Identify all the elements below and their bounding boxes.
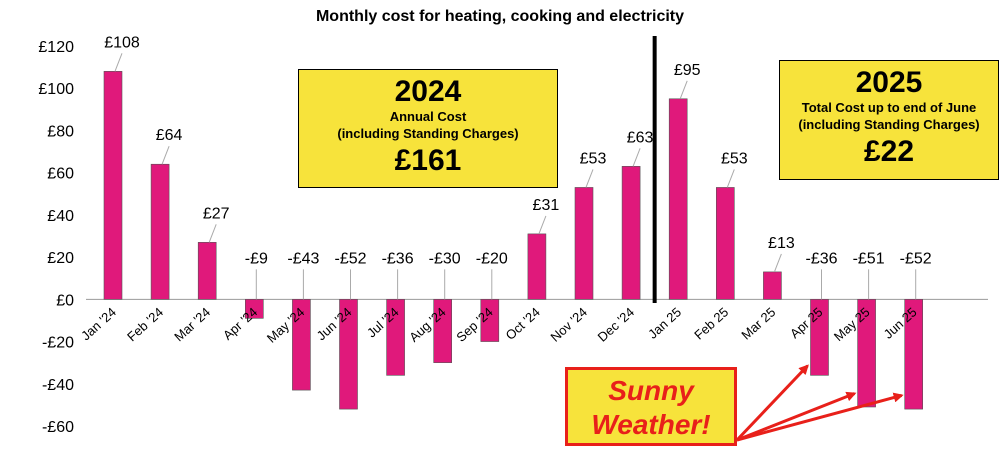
value-label: -£20: [476, 250, 508, 267]
value-label: -£52: [334, 250, 366, 267]
bar: [527, 233, 547, 300]
bar: [292, 299, 311, 391]
value-label: -£52: [900, 250, 932, 267]
callout-arrow: [736, 392, 904, 442]
callout-line-1: Sunny: [608, 375, 694, 406]
bars: [103, 71, 924, 410]
value-label: £63: [627, 129, 654, 146]
bar: [763, 271, 782, 300]
value-label: -£9: [245, 250, 268, 267]
y-tick-label: £40: [47, 208, 74, 225]
box-year: 2025: [855, 66, 923, 99]
value-label: -£30: [429, 250, 461, 267]
x-tick-label: Jan '24: [78, 304, 119, 343]
x-tick-label: Oct '24: [503, 304, 543, 342]
chart-title: Monthly cost for heating, cooking and el…: [315, 8, 685, 25]
annual-cost-2024-box: 2024 Annual Cost (including Standing Cha…: [298, 69, 558, 188]
value-label-leader: [585, 169, 594, 188]
box-amount: £161: [394, 144, 462, 177]
bar: [904, 299, 924, 410]
value-label-leader: [161, 146, 170, 165]
bar: [715, 187, 735, 300]
box-year: 2024: [394, 75, 462, 108]
value-label: £13: [768, 235, 795, 252]
bar: [668, 98, 688, 300]
bar: [339, 299, 358, 410]
box-label: Annual Cost: [389, 109, 467, 124]
value-label-leader: [726, 169, 735, 188]
label-leaders: [114, 53, 917, 300]
y-tick-label: £120: [38, 39, 74, 56]
x-tick-label: Dec '24: [595, 304, 637, 344]
value-label-leader: [632, 148, 641, 167]
x-tick-label: Mar 25: [738, 304, 778, 342]
value-label: £31: [533, 197, 560, 214]
x-tick-label: Feb '24: [124, 304, 166, 344]
bar: [197, 242, 217, 300]
box-label: Total Cost up to end of June: [801, 100, 977, 115]
x-tick-label: Nov '24: [548, 304, 590, 344]
value-label: -£51: [853, 250, 885, 267]
value-label: £108: [104, 34, 140, 51]
x-tick-label: Mar '24: [171, 304, 213, 344]
bar: [103, 71, 123, 300]
x-tick-label: Jan 25: [645, 304, 684, 341]
bar: [150, 163, 170, 300]
x-tick-label: Apr '24: [220, 304, 260, 342]
value-label-leader: [538, 215, 547, 235]
box-note: (including Standing Charges): [798, 117, 980, 132]
box-note: (including Standing Charges): [337, 126, 519, 141]
y-tick-label: £0: [56, 292, 74, 309]
value-label-leader: [773, 253, 782, 273]
value-label: £95: [674, 62, 701, 79]
bar: [386, 299, 405, 376]
y-tick-label: -£60: [42, 419, 74, 436]
bar: [245, 299, 264, 319]
bar: [857, 299, 876, 408]
y-tick-label: -£20: [42, 335, 74, 352]
value-label: -£43: [287, 250, 319, 267]
callout-arrows: [735, 364, 904, 442]
bar: [574, 187, 594, 300]
y-tick-label: £20: [47, 250, 74, 267]
bar: [433, 299, 453, 363]
box-amount: £22: [863, 135, 915, 168]
value-labels: £108 £64 £27 -£9 -£43 -£52 -£36 -£30 -£20 £31 £53 £…: [104, 34, 932, 267]
y-tick-label: £100: [38, 81, 74, 98]
y-tick-label: £60: [47, 166, 74, 183]
value-label: £53: [721, 150, 748, 167]
y-axis: £120 £100 £80 £60 £40 £20 £0 -£20 -£40 -£60: [38, 39, 988, 436]
callout-line-2: Weather!: [591, 409, 711, 440]
value-label: -£36: [805, 250, 837, 267]
total-cost-2025-box: 2025 Total Cost up to end of June (inclu…: [779, 60, 999, 180]
y-tick-label: -£40: [42, 377, 74, 394]
value-label-leader: [679, 80, 688, 99]
y-tick-label: £80: [47, 123, 74, 140]
callout-arrow: [736, 391, 857, 442]
value-label: -£36: [382, 250, 414, 267]
sunny-weather-callout: Sunny Weather!: [565, 367, 737, 446]
value-label: £27: [203, 205, 230, 222]
value-label-leader: [208, 224, 217, 243]
bar: [480, 299, 500, 342]
bar: [621, 166, 641, 300]
bar: [810, 299, 829, 376]
callout-arrow: [735, 364, 809, 442]
value-label: £64: [156, 127, 183, 144]
x-tick-label: Feb 25: [691, 304, 731, 342]
value-label: £53: [580, 150, 607, 167]
value-label-leader: [114, 53, 123, 72]
